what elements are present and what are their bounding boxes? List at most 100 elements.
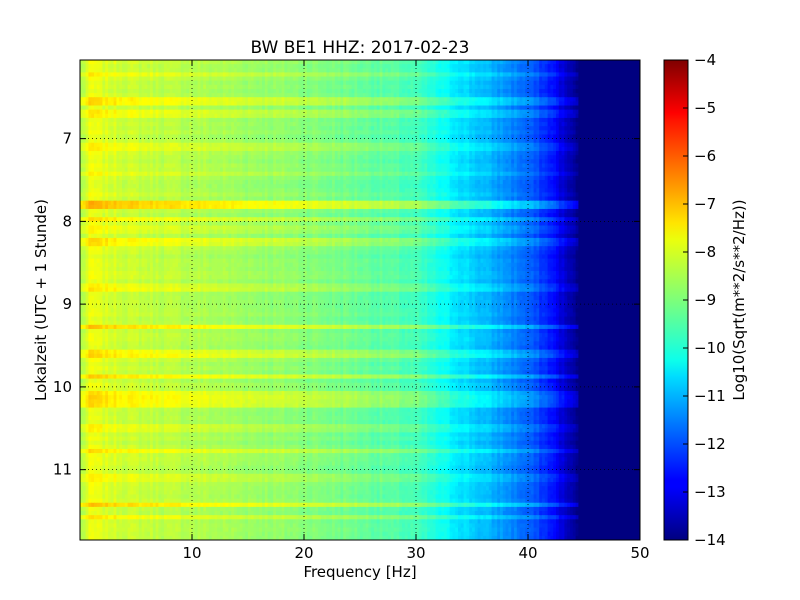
heatmap-cell [570,68,574,74]
heatmap-cell [306,76,311,82]
heatmap-cell [519,97,523,102]
heatmap-cell [631,76,635,82]
heatmap-cell [460,72,465,78]
heatmap-cell [239,88,243,94]
heatmap-cell [217,60,221,65]
heatmap-cell [332,60,336,65]
heatmap-cell [236,64,241,69]
heatmap-cell [581,80,585,86]
heatmap-cell [416,101,420,107]
heatmap-cell [281,60,285,65]
heatmap-cell [626,101,630,107]
heatmap-cell [183,84,187,90]
heatmap-cell [220,64,224,69]
heatmap-cell [486,68,490,74]
heatmap-cell [220,93,224,98]
heatmap-cell [505,72,509,78]
heatmap-cell [231,101,235,107]
heatmap-cell [228,88,232,94]
heatmap-cell [376,105,381,111]
heatmap-cell [306,93,311,98]
heatmap-cell [598,88,602,94]
heatmap-cell [332,97,336,102]
heatmap-cell [452,60,456,65]
heatmap-cell [399,68,403,74]
heatmap-cell [402,76,406,82]
heatmap-cell [250,76,255,82]
heatmap-cell [136,60,140,65]
heatmap-cell [360,105,364,111]
heatmap-cell [564,88,568,94]
heatmap-cell [586,84,591,90]
heatmap-cell [438,101,442,107]
heatmap-cell [514,101,518,107]
heatmap-cell [326,84,330,90]
heatmap-cell [94,76,98,82]
heatmap-cell [508,101,512,107]
heatmap-cell [600,101,605,107]
heatmap-cell [575,80,579,86]
heatmap-cell [438,60,442,65]
heatmap-cell [200,105,204,111]
heatmap-cell [444,68,448,74]
heatmap-cell [259,80,263,86]
heatmap-cell [550,97,554,102]
heatmap-cell [438,68,442,74]
heatmap-cell [435,84,439,90]
heatmap-cell [494,60,498,65]
heatmap-cell [404,68,409,74]
heatmap-cell [94,72,98,78]
heatmap-cell [273,105,277,111]
heatmap-cell [578,72,582,78]
heatmap-cell [222,88,227,94]
heatmap-cell [427,84,431,90]
heatmap-cell [458,88,462,94]
heatmap-cell [99,93,103,98]
heatmap-cell [530,60,535,65]
heatmap-cell [390,76,395,82]
heatmap-cell [85,60,89,65]
heatmap-cell [141,68,145,74]
heatmap-cell [130,60,134,65]
heatmap-cell [620,76,624,82]
heatmap-cell [164,101,168,107]
heatmap-cell [480,101,484,107]
heatmap-cell [332,76,336,82]
heatmap-cell [427,101,431,107]
heatmap-cell [516,88,521,94]
heatmap-cell [133,64,137,69]
heatmap-cell [136,68,140,74]
heatmap-cell [393,93,397,98]
plot-area [80,60,640,540]
heatmap-cell [192,88,196,94]
heatmap-cell [82,76,87,82]
heatmap-cell [497,88,501,94]
heatmap-cell [144,84,148,90]
heatmap-cell [637,84,640,90]
heatmap-cell [82,80,87,86]
heatmap-cell [483,88,487,94]
heatmap-cell [567,68,571,74]
heatmap-cell [553,80,557,86]
heatmap-cell [172,88,176,94]
heatmap-cell [460,76,465,82]
heatmap-cell [444,88,448,94]
heatmap-cell [477,84,481,90]
heatmap-cell [393,84,397,90]
heatmap-cell [357,60,361,65]
heatmap-cell [351,97,355,102]
heatmap-cell [595,97,599,102]
heatmap-cell [222,93,227,98]
heatmap-cell [480,80,484,86]
heatmap-cell [530,68,535,74]
heatmap-cell [525,72,529,78]
heatmap-cell [491,101,495,107]
heatmap-cell [211,101,215,107]
heatmap-cell [301,88,305,94]
heatmap-cell [172,84,176,90]
heatmap-cell [404,72,409,78]
heatmap-cell [186,80,190,86]
heatmap-cell [410,80,414,86]
heatmap-cell [474,72,479,78]
heatmap-cell [292,101,297,107]
